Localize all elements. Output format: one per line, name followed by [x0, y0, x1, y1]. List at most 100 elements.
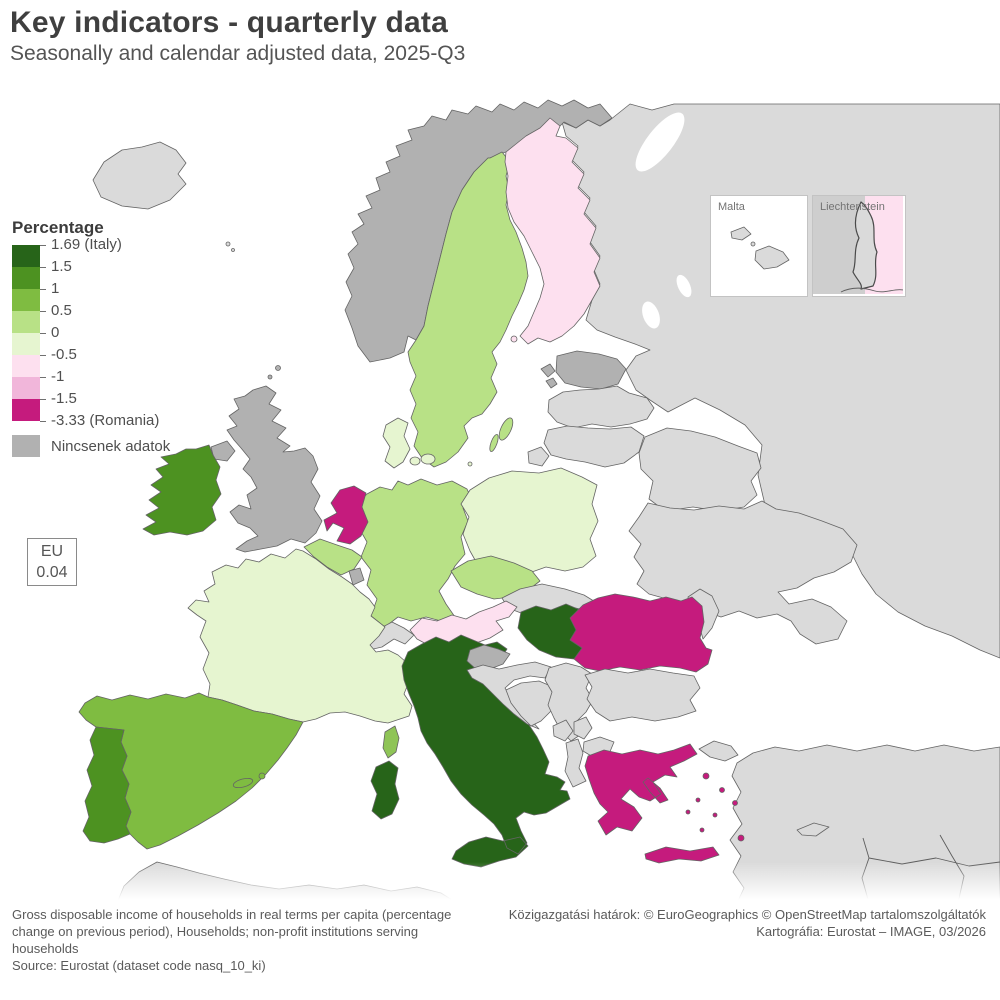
- footer-source-line: Source: Eurostat (dataset code nasq_10_k…: [12, 958, 266, 973]
- country-latvia: [547, 385, 655, 429]
- country-luxembourg: [348, 567, 365, 586]
- country-greece: [584, 743, 720, 864]
- island-shetland: [275, 365, 281, 371]
- country-slovenia: [466, 644, 511, 671]
- islands-balearic: [232, 777, 254, 789]
- faroe-islands: [231, 248, 235, 252]
- legend-tick-label: -0.5: [40, 346, 77, 364]
- country-ireland: [142, 444, 222, 536]
- country-albania: [564, 738, 587, 788]
- footer-background: [0, 903, 1000, 1000]
- greek-island: [719, 787, 725, 793]
- eu-label: EU: [40, 543, 64, 560]
- legend-color-bar: 1.69 (Italy) 1.5 1 0.5 0 -0.5 -1 -1.5 -3.33 (Rom…: [12, 236, 272, 429]
- footer-line: households: [12, 941, 79, 956]
- country-turkey-europe: [698, 740, 739, 762]
- legend-title: Percentage: [12, 218, 104, 237]
- inset-malta: Malta: [710, 195, 808, 297]
- island-funen: [409, 456, 421, 466]
- legend-class-swatch: [12, 267, 40, 289]
- legend-class-swatch: [12, 289, 40, 311]
- legend-tick-label: -1: [40, 368, 64, 386]
- country-finland: [504, 117, 601, 345]
- inset-liechtenstein: Liechtenstein: [812, 195, 906, 297]
- island-oland: [489, 434, 499, 452]
- no-data-label: Nincsenek adatok: [51, 437, 171, 455]
- legend-class-swatch: [12, 333, 40, 355]
- country-estonia: [540, 350, 627, 390]
- legend-tick-label: 0.5: [40, 302, 72, 320]
- island-zealand: [420, 453, 436, 465]
- country-kosovo: [573, 716, 593, 740]
- greek-island: [732, 800, 738, 806]
- country-romania: [569, 593, 713, 673]
- country-lithuania: [543, 425, 645, 468]
- footer-cartography-line: Kartográfia: Eurostat – IMAGE, 03/2026: [756, 924, 986, 939]
- page-subtitle: Seasonally and calendar adjusted data, 2…: [10, 42, 466, 65]
- country-netherlands: [323, 485, 369, 545]
- country-iceland: [92, 141, 187, 210]
- island-gozo: [730, 226, 752, 241]
- islands-balearic: [258, 772, 266, 780]
- page-title: Key indicators - quarterly data: [10, 6, 448, 39]
- country-cyprus: [796, 822, 830, 837]
- legend-class-swatch: [12, 399, 40, 421]
- map-bottom-fade: [0, 862, 1000, 906]
- inset-border-line: [840, 287, 903, 293]
- greek-island: [699, 827, 705, 833]
- legend: Percentage 1.69 (Italy) 1.5 1 0.5 0 -0.5 -1 -1.…: [12, 218, 272, 457]
- legend-tick-label: 1: [40, 280, 59, 298]
- greek-island: [685, 809, 691, 815]
- footer-attribution-line: Közigazgatási határok: © EuroGeographics…: [508, 907, 986, 922]
- legend-tick-label: 1.5: [40, 258, 72, 276]
- island-gotland: [498, 417, 514, 441]
- region-kaliningrad: [527, 446, 550, 467]
- legend-class-swatch: [12, 377, 40, 399]
- country-bulgaria: [584, 668, 701, 722]
- faroe-islands: [225, 241, 231, 247]
- greek-island: [712, 812, 718, 818]
- island-bornholm: [467, 461, 473, 467]
- lake-onega: [676, 274, 692, 298]
- lake-ladoga: [642, 301, 660, 329]
- footer-left: Gross disposable income of households in…: [12, 906, 451, 974]
- island-aland: [510, 335, 518, 343]
- country-denmark: [382, 417, 411, 469]
- footer-line: change on previous period), Households; …: [12, 924, 419, 939]
- legend-tick-label: 0: [40, 324, 59, 342]
- legend-tick-label: -3.33 (Romania): [40, 412, 159, 430]
- island-comino: [750, 241, 756, 247]
- country-portugal: [82, 726, 132, 844]
- inset-liechtenstein-label: Liechtenstein: [820, 201, 885, 213]
- country-france: [187, 548, 413, 724]
- greek-island: [737, 834, 745, 842]
- white-sea: [635, 112, 685, 172]
- legend-class-swatch: [12, 355, 40, 377]
- island-orkney: [267, 374, 273, 380]
- footer-right: Közigazgatási határok: © EuroGeographics…: [509, 906, 986, 940]
- legend-tick-label: -1.5: [40, 390, 77, 408]
- no-data-swatch: [12, 435, 40, 457]
- country-poland: [460, 467, 599, 575]
- island-corsica: [382, 725, 400, 759]
- liechtenstein-inset-map: [813, 196, 903, 294]
- greek-island: [702, 772, 710, 780]
- legend-classes: [12, 245, 40, 421]
- country-sweden: [407, 151, 529, 468]
- legend-tick-label: 1.69 (Italy): [40, 236, 122, 254]
- legend-class-swatch: [12, 311, 40, 333]
- header: Key indicators - quarterly data Seasonal…: [10, 6, 465, 66]
- eu-value-box: EU 0.04: [27, 538, 77, 586]
- country-montenegro: [552, 719, 574, 742]
- malta-inset-map: [730, 226, 790, 270]
- footer-line: Gross disposable income of households in…: [12, 907, 452, 922]
- eu-value: 0.04: [36, 564, 68, 581]
- country-belarus: [638, 427, 762, 512]
- country-liechtenstein: [852, 201, 878, 290]
- inset-malta-label: Malta: [718, 201, 745, 213]
- legend-no-data: Nincsenek adatok: [12, 435, 272, 457]
- island-malta: [754, 245, 790, 270]
